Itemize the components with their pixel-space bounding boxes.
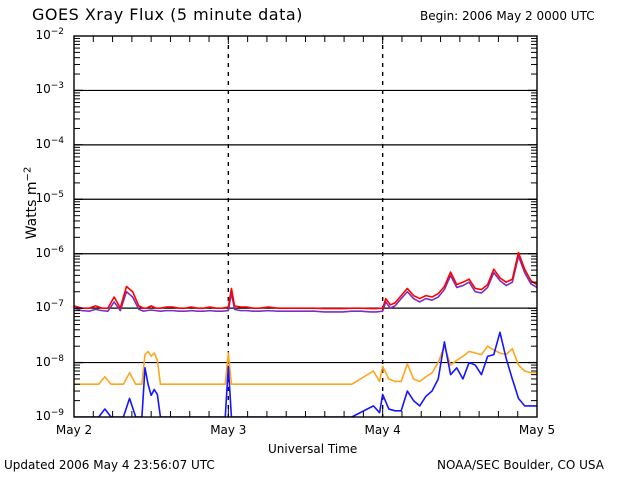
x-tick-label: May 4	[364, 423, 401, 437]
y-tick-label: 10−7	[35, 299, 64, 315]
y-tick-label: 10−8	[35, 353, 64, 369]
series-goes10-1-0-8-0-a	[74, 255, 537, 313]
y-tick-label: 10−6	[35, 244, 64, 260]
y-tick-label: 10−9	[35, 408, 64, 424]
updated-timestamp: Updated 2006 May 4 23:56:07 UTC	[4, 458, 215, 472]
plot-frame	[73, 35, 538, 418]
y-tick-label: 10−3	[35, 81, 64, 97]
y-tick-label: 10−4	[35, 135, 64, 151]
axis-ticks	[73, 36, 538, 417]
y-tick-label: 10−2	[35, 27, 64, 43]
source-attribution: NOAA/SEC Boulder, CO USA	[437, 458, 604, 472]
series-goes10-0-5-4-0-a	[74, 345, 537, 386]
y-tick-label: 10−5	[35, 190, 64, 206]
grid-layer	[74, 36, 537, 417]
series-goes12-0-5-4-0-a	[74, 331, 537, 417]
x-tick-label: May 2	[55, 423, 93, 437]
x-tick-label: May 5	[518, 423, 556, 437]
series-goes12-1-0-8-0-a	[74, 251, 537, 310]
x-axis-title: Universal Time	[268, 442, 358, 456]
begin-time-label: Begin: 2006 May 2 0000 UTC	[420, 9, 595, 23]
series-layer	[74, 251, 537, 417]
x-tick-label: May 3	[210, 423, 247, 437]
page-title: GOES Xray Flux (5 minute data)	[32, 5, 303, 24]
